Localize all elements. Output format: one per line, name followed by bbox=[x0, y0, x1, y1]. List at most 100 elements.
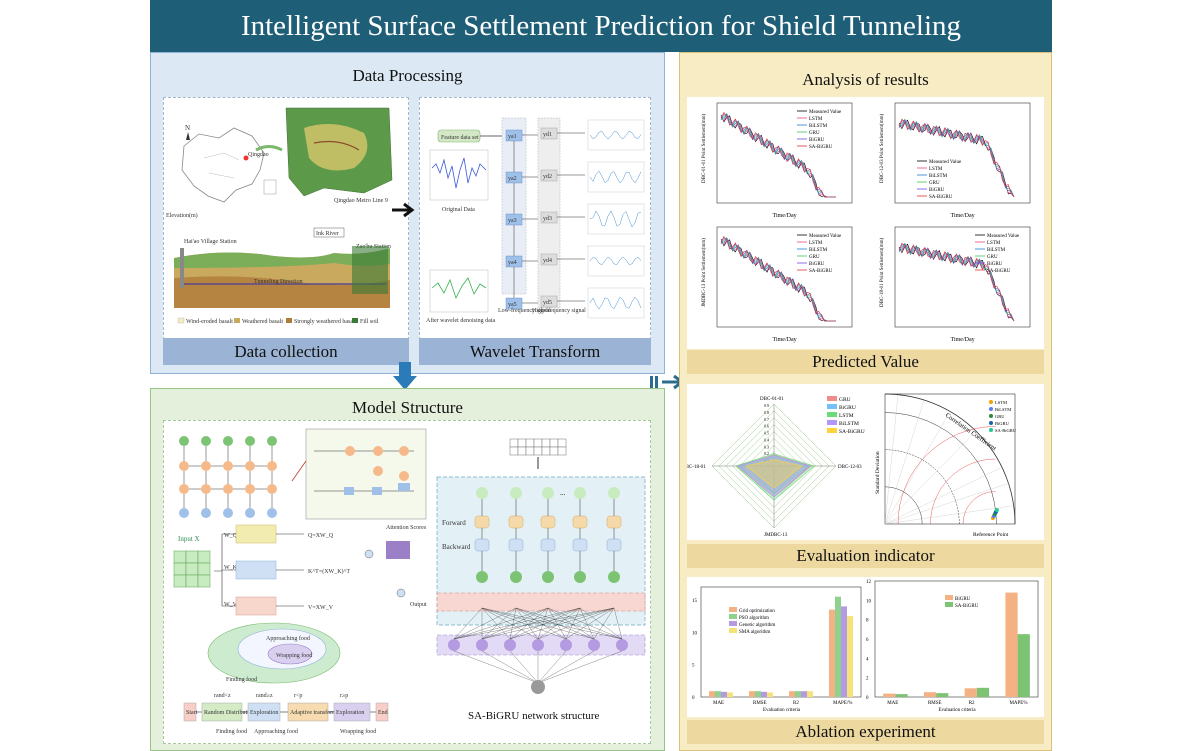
input-cell bbox=[173, 550, 187, 564]
input-x-label: Input X bbox=[178, 535, 200, 543]
radar-legend-label: GRU bbox=[839, 397, 851, 403]
ablation-plots: 0 5 10 15 MAE RMSE R2 MAPE/% Evaluation criteria… bbox=[692, 580, 1039, 713]
k-formula: K^T=(XW_K)^T bbox=[308, 568, 350, 575]
bar-legend-label: SMA algorithm bbox=[739, 630, 770, 635]
dense-node bbox=[532, 639, 544, 651]
ya-label: ya5 bbox=[508, 302, 517, 308]
dense-edge bbox=[481, 607, 511, 640]
series-line bbox=[720, 238, 836, 322]
river-label: Ink River bbox=[316, 231, 339, 237]
taylor-corr-ray bbox=[884, 394, 899, 525]
wrapping-food-label: Wrapping food bbox=[276, 652, 312, 659]
radar-ring-label: 0.2 bbox=[764, 451, 769, 456]
yd-box bbox=[540, 127, 558, 140]
dots-label: ... bbox=[560, 489, 566, 497]
y-axis-label: DBC-01-01 Point Settlement(mm) bbox=[702, 114, 707, 183]
mini-plot-line bbox=[589, 210, 642, 228]
taylor-rms-arc bbox=[962, 491, 996, 525]
hidden-state-node bbox=[179, 436, 189, 446]
input-node bbox=[245, 508, 255, 518]
input-node bbox=[608, 487, 620, 499]
wq-label: W_Q bbox=[224, 533, 238, 539]
bar-legend-swatch bbox=[729, 614, 737, 619]
output-edge bbox=[537, 650, 623, 684]
flow-step-label: Start bbox=[186, 710, 198, 716]
mini-plot-frame bbox=[587, 203, 645, 235]
v-formula: V=XW_V bbox=[308, 605, 334, 611]
plot-frame bbox=[894, 102, 1031, 204]
page-title: Intelligent Surface Settlement Predictio… bbox=[150, 0, 1052, 52]
dense-edge bbox=[537, 607, 549, 640]
attention-matrix bbox=[386, 541, 410, 559]
dense-edge bbox=[579, 607, 623, 640]
low-frequency-label: Low-frequency signal bbox=[498, 307, 551, 314]
y-tick-label: 12 bbox=[866, 580, 872, 585]
dense-node bbox=[448, 639, 460, 651]
output-node bbox=[531, 680, 545, 694]
dense-edge bbox=[509, 607, 517, 640]
radar-ring-label: 0.3 bbox=[764, 444, 769, 449]
output-node bbox=[542, 571, 554, 583]
bar-legend-label: Grid optimization bbox=[739, 609, 775, 614]
bar bbox=[755, 691, 761, 697]
radar-series bbox=[745, 459, 803, 489]
output-node bbox=[476, 571, 488, 583]
series-line bbox=[720, 111, 836, 198]
radar-ring-label: 0.9 bbox=[764, 403, 769, 408]
input-sequence-grid bbox=[509, 438, 567, 469]
dense-edge bbox=[547, 607, 595, 640]
taylor-corr-ray bbox=[884, 431, 977, 525]
flow-condition: rand≥z bbox=[256, 693, 273, 699]
y-tick-label: 15 bbox=[692, 599, 698, 604]
yd-label: yd5 bbox=[543, 300, 552, 306]
dense-node bbox=[476, 639, 488, 651]
taylor-outer-arc bbox=[884, 393, 1016, 525]
mini-plot-line bbox=[589, 130, 642, 140]
input-node bbox=[201, 508, 211, 518]
bar-legend-swatch bbox=[729, 621, 737, 626]
high-frequency-label: High-frequency signal bbox=[532, 307, 586, 314]
gru-recurrent-link bbox=[211, 465, 223, 490]
output-edge bbox=[481, 650, 539, 684]
bar bbox=[801, 691, 807, 697]
map-city-label: Qingdao bbox=[248, 152, 269, 158]
legend-label: SA-BiGRU bbox=[987, 269, 1011, 274]
input-cell bbox=[197, 550, 211, 564]
input-node bbox=[476, 487, 488, 499]
taylor-legend-label: BiLSTM bbox=[995, 407, 1011, 412]
q-formula: Q=XW_Q bbox=[308, 533, 334, 539]
bar bbox=[895, 694, 908, 697]
flow-step-label: Adaptive transformation bbox=[290, 709, 349, 716]
taylor-legend-label: GRU bbox=[995, 414, 1005, 419]
y-axis-label: DBC-12-03 Point Settlement(mm) bbox=[880, 114, 885, 183]
y-tick-label: 6 bbox=[866, 638, 869, 643]
taylor-legend-dot bbox=[989, 414, 993, 418]
legend-label: GRU bbox=[809, 255, 820, 260]
series-line bbox=[898, 118, 1015, 198]
approximation-coefficients: ya1 ya2 ya3 ya4 ya5 bbox=[501, 117, 538, 310]
dense-edge bbox=[565, 607, 615, 640]
x-tick-label: RMSE bbox=[928, 701, 942, 706]
gru-chain bbox=[179, 436, 277, 518]
backward-cell bbox=[606, 538, 622, 552]
north-arrow-icon bbox=[186, 132, 190, 140]
denoised-data-line bbox=[431, 277, 487, 300]
x-tick-label: MAPE% bbox=[1009, 701, 1027, 706]
ya-label: ya2 bbox=[508, 176, 517, 182]
flow-condition: rand<z bbox=[214, 693, 231, 699]
input-node bbox=[223, 508, 233, 518]
legend-label: LSTM bbox=[987, 241, 1001, 246]
yd-label: yd1 bbox=[543, 132, 552, 138]
wavelet-figure: Feature data set Original Data After wav… bbox=[426, 117, 645, 324]
dense-edge bbox=[579, 607, 595, 640]
dense-edge bbox=[537, 607, 581, 640]
results-heading: Analysis of results bbox=[802, 70, 929, 89]
legend-label: BiLSTM bbox=[929, 174, 948, 179]
taylor-corr-ray bbox=[884, 411, 951, 525]
mini-plot-line bbox=[589, 170, 642, 184]
legend-label: Measured Value bbox=[809, 234, 842, 239]
wrapping-food-zone bbox=[267, 643, 313, 665]
radar-ring-label: 0.6 bbox=[764, 424, 769, 429]
hidden-state-node bbox=[201, 436, 211, 446]
